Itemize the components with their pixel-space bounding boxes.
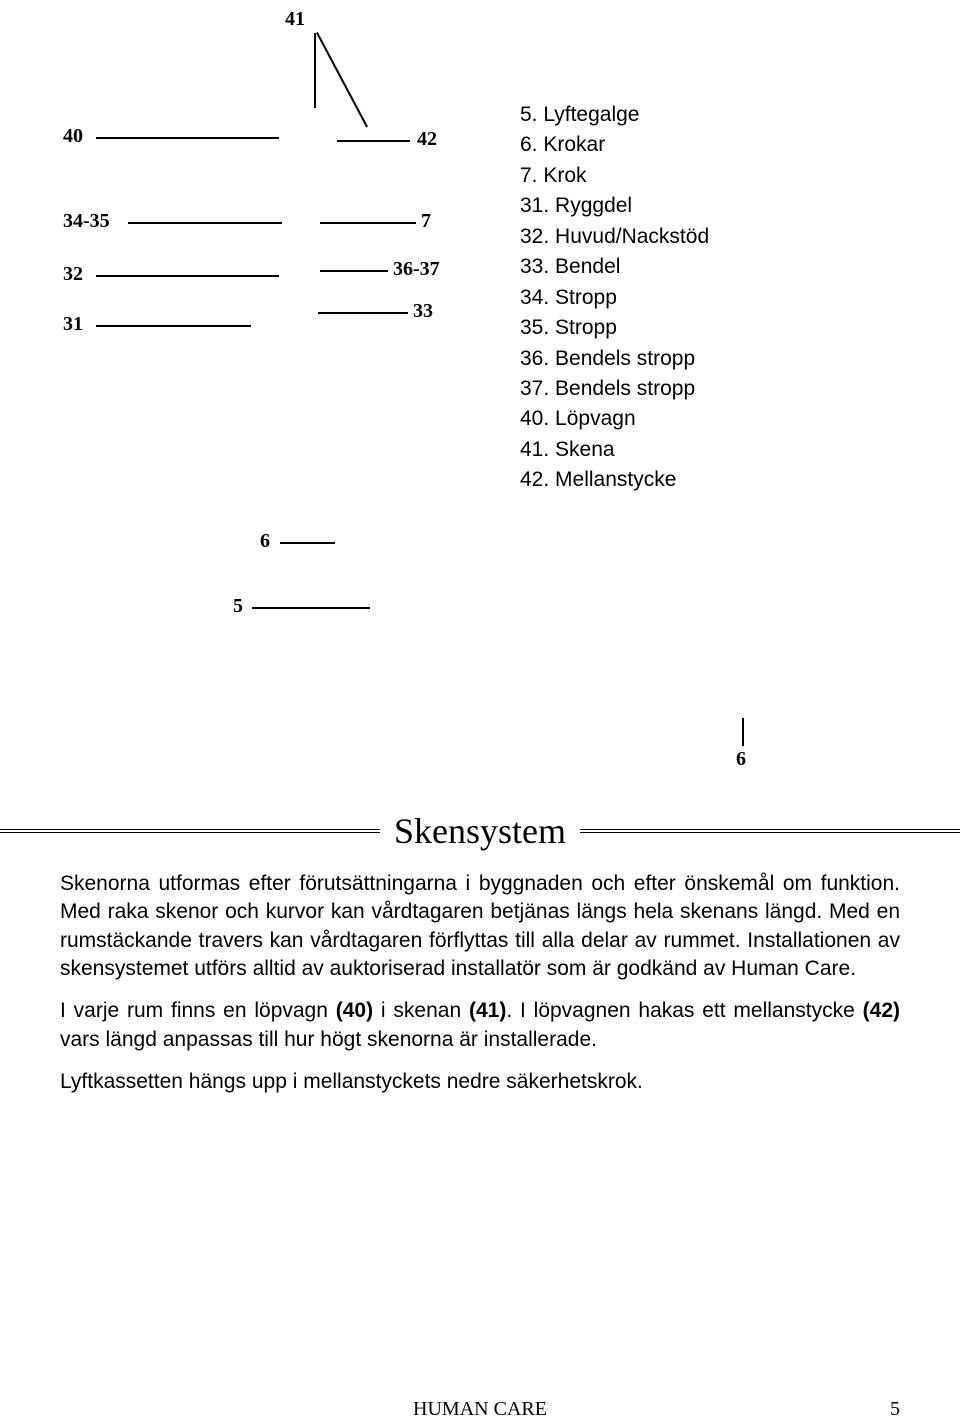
diagram-label: 7 <box>421 210 431 233</box>
legend-num: 37. <box>520 377 549 400</box>
legend-num: 40. <box>520 407 549 430</box>
body-bold: (40) <box>336 999 373 1022</box>
section-rule <box>580 829 960 833</box>
legend-item: 7. Krok <box>520 161 709 191</box>
leader-line <box>337 140 410 142</box>
diagram-label: 5 <box>233 595 243 618</box>
legend-text: Mellanstycke <box>555 468 676 491</box>
legend-item: 31. Ryggdel <box>520 191 709 221</box>
body-span: . I löpvagnen hakas ett mellanstycke <box>506 999 862 1022</box>
leader-line <box>96 137 279 139</box>
footer-page-number: 5 <box>890 1398 900 1421</box>
legend-num: 5. <box>520 103 538 126</box>
leader-line <box>96 275 279 277</box>
legend-text: Krok <box>543 164 586 187</box>
legend-text: Bendels stropp <box>555 377 695 400</box>
leader-line <box>314 33 316 108</box>
body-span: i skenan <box>373 999 469 1022</box>
diagram-label: 32 <box>63 263 83 286</box>
body-span: I varje rum finns en löpvagn <box>60 999 336 1022</box>
leader-line <box>96 325 251 327</box>
legend-text: Löpvagn <box>555 407 636 430</box>
diagram-label: 41 <box>285 8 305 31</box>
legend-item: 37. Bendels stropp <box>520 374 709 404</box>
parts-legend: 5. Lyftegalge 6. Krokar 7. Krok 31. Rygg… <box>520 100 709 496</box>
legend-text: Stropp <box>555 316 617 339</box>
footer-brand: HUMAN CARE <box>413 1398 547 1421</box>
diagram-label: 31 <box>63 313 83 336</box>
legend-text: Huvud/Nackstöd <box>555 225 709 248</box>
body-span: vars längd anpassas till hur högt skenor… <box>60 1028 597 1051</box>
body-bold: (42) <box>863 999 900 1022</box>
leader-line <box>318 312 408 314</box>
legend-num: 36. <box>520 347 549 370</box>
leader-line <box>742 718 744 746</box>
legend-num: 35. <box>520 316 549 339</box>
legend-num: 6. <box>520 133 538 156</box>
leader-line <box>128 222 282 224</box>
legend-num: 7. <box>520 164 538 187</box>
legend-num: 32. <box>520 225 549 248</box>
legend-text: Bendel <box>555 255 620 278</box>
leader-line <box>320 222 416 224</box>
legend-item: 32. Huvud/Nackstöd <box>520 222 709 252</box>
legend-num: 33. <box>520 255 549 278</box>
diagram-label: 34-35 <box>63 210 110 233</box>
diagram-label: 42 <box>417 128 437 151</box>
legend-text: Stropp <box>555 286 617 309</box>
legend-item: 41. Skena <box>520 435 709 465</box>
body-paragraph: Lyftkassetten hängs upp i mellanstyckets… <box>60 1068 900 1096</box>
section-heading-wrap: Skensystem <box>0 810 960 852</box>
section-rule <box>0 829 380 833</box>
legend-item: 35. Stropp <box>520 313 709 343</box>
legend-item: 36. Bendels stropp <box>520 344 709 374</box>
leader-line <box>320 270 388 272</box>
diagram-label: 36-37 <box>393 258 440 281</box>
legend-item: 6. Krokar <box>520 130 709 160</box>
body-paragraph: Skenorna utformas efter förutsättningarn… <box>60 870 900 983</box>
legend-text: Skena <box>555 438 615 461</box>
legend-num: 34. <box>520 286 549 309</box>
leader-line <box>252 607 370 609</box>
diagram-label: 6 <box>736 748 746 771</box>
legend-text: Bendels stropp <box>555 347 695 370</box>
diagram-area: 41 40 42 34-35 7 36-37 32 33 31 6 5 6 <box>0 0 960 820</box>
diagram-label: 40 <box>63 125 83 148</box>
leader-line <box>316 32 368 127</box>
body-paragraph: I varje rum finns en löpvagn (40) i sken… <box>60 997 900 1054</box>
legend-item: 5. Lyftegalge <box>520 100 709 130</box>
section-heading: Skensystem <box>394 810 566 852</box>
diagram-label: 6 <box>260 530 270 553</box>
legend-text: Lyftegalge <box>543 103 639 126</box>
legend-text: Krokar <box>543 133 605 156</box>
leader-line <box>280 542 335 544</box>
legend-item: 42. Mellanstycke <box>520 465 709 495</box>
legend-num: 42. <box>520 468 549 491</box>
legend-num: 41. <box>520 438 549 461</box>
legend-item: 40. Löpvagn <box>520 404 709 434</box>
legend-item: 33. Bendel <box>520 252 709 282</box>
body-text: Skenorna utformas efter förutsättningarn… <box>60 870 900 1110</box>
body-bold: (41) <box>469 999 506 1022</box>
legend-item: 34. Stropp <box>520 283 709 313</box>
legend-text: Ryggdel <box>555 194 632 217</box>
diagram-label: 33 <box>413 300 433 323</box>
legend-num: 31. <box>520 194 549 217</box>
